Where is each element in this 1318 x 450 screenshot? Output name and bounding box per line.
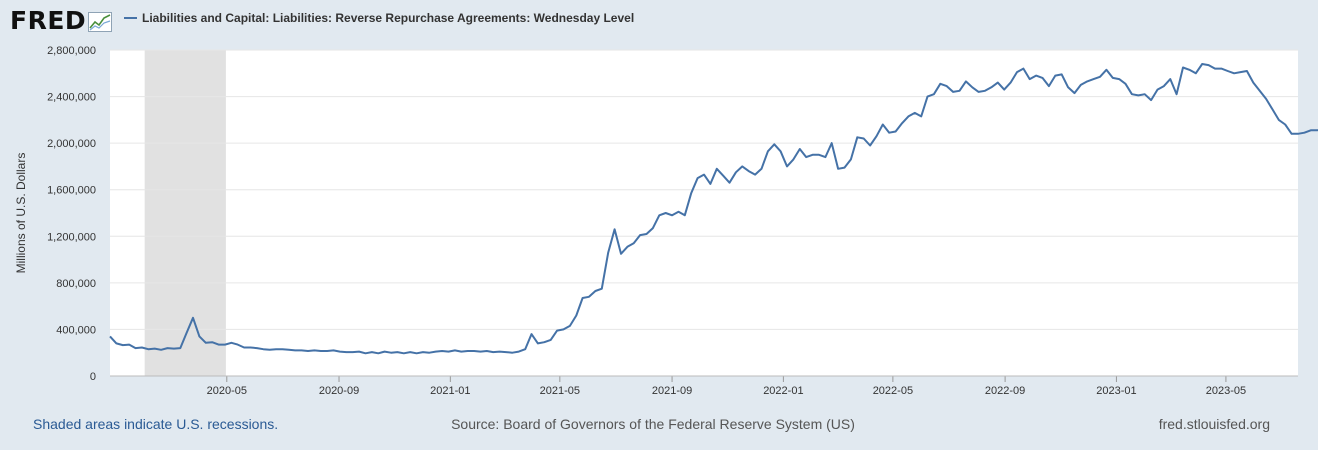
x-tick-label: 2021-05 bbox=[540, 385, 580, 397]
y-axis-title: Millions of U.S. Dollars bbox=[14, 152, 28, 274]
x-axis: 2020-05 2020-09 2021-01 2021-05 2021-09 2022-… bbox=[207, 376, 1246, 397]
x-tick-label: 2022-09 bbox=[985, 385, 1025, 397]
y-tick-label: 2,400,000 bbox=[47, 92, 96, 104]
logo-text: FRED bbox=[10, 6, 87, 35]
recession-layer bbox=[144, 50, 226, 376]
y-axis: 0 400,000 800,000 1,200,000 1,600,000 2,000,0… bbox=[47, 45, 96, 383]
series-line bbox=[109, 63, 1318, 355]
x-tick-label: 2020-09 bbox=[319, 385, 359, 397]
x-tick-label: 2021-01 bbox=[430, 385, 470, 397]
legend-label: Liabilities and Capital: Liabilities: Re… bbox=[142, 11, 635, 25]
plot-area bbox=[110, 50, 1298, 376]
x-tick-label: 2022-01 bbox=[763, 385, 803, 397]
x-tick-label: 2021-09 bbox=[652, 385, 692, 397]
y-tick-label: 1,200,000 bbox=[47, 231, 96, 243]
y-tick-label: 400,000 bbox=[56, 324, 96, 336]
y-tick-label: 800,000 bbox=[56, 278, 96, 290]
y-tick-label: 2,800,000 bbox=[47, 45, 96, 57]
site-link[interactable]: fred.stlouisfed.org bbox=[1158, 416, 1270, 432]
y-tick-label: 1,600,000 bbox=[47, 185, 96, 197]
x-tick-label: 2023-05 bbox=[1206, 385, 1246, 397]
y-tick-label: 0 bbox=[90, 371, 96, 383]
x-tick-label: 2023-01 bbox=[1096, 385, 1136, 397]
recession-note: Shaded areas indicate U.S. recessions. bbox=[33, 416, 279, 432]
line-chart-icon bbox=[88, 12, 113, 32]
source-text: Source: Board of Governors of the Federa… bbox=[451, 416, 855, 432]
x-tick-label: 2022-05 bbox=[873, 385, 913, 397]
y-tick-label: 2,000,000 bbox=[47, 138, 96, 150]
chart-legend[interactable]: Liabilities and Capital: Liabilities: Re… bbox=[124, 11, 634, 25]
legend-swatch bbox=[124, 17, 137, 19]
grid-layer bbox=[110, 49, 1298, 330]
fred-logo[interactable]: FRED bbox=[10, 6, 113, 36]
x-tick-label: 2020-05 bbox=[207, 385, 247, 397]
recession-band bbox=[144, 50, 226, 376]
chart-svg: 0 400,000 800,000 1,200,000 1,600,000 2,000,0… bbox=[47, 45, 1318, 397]
